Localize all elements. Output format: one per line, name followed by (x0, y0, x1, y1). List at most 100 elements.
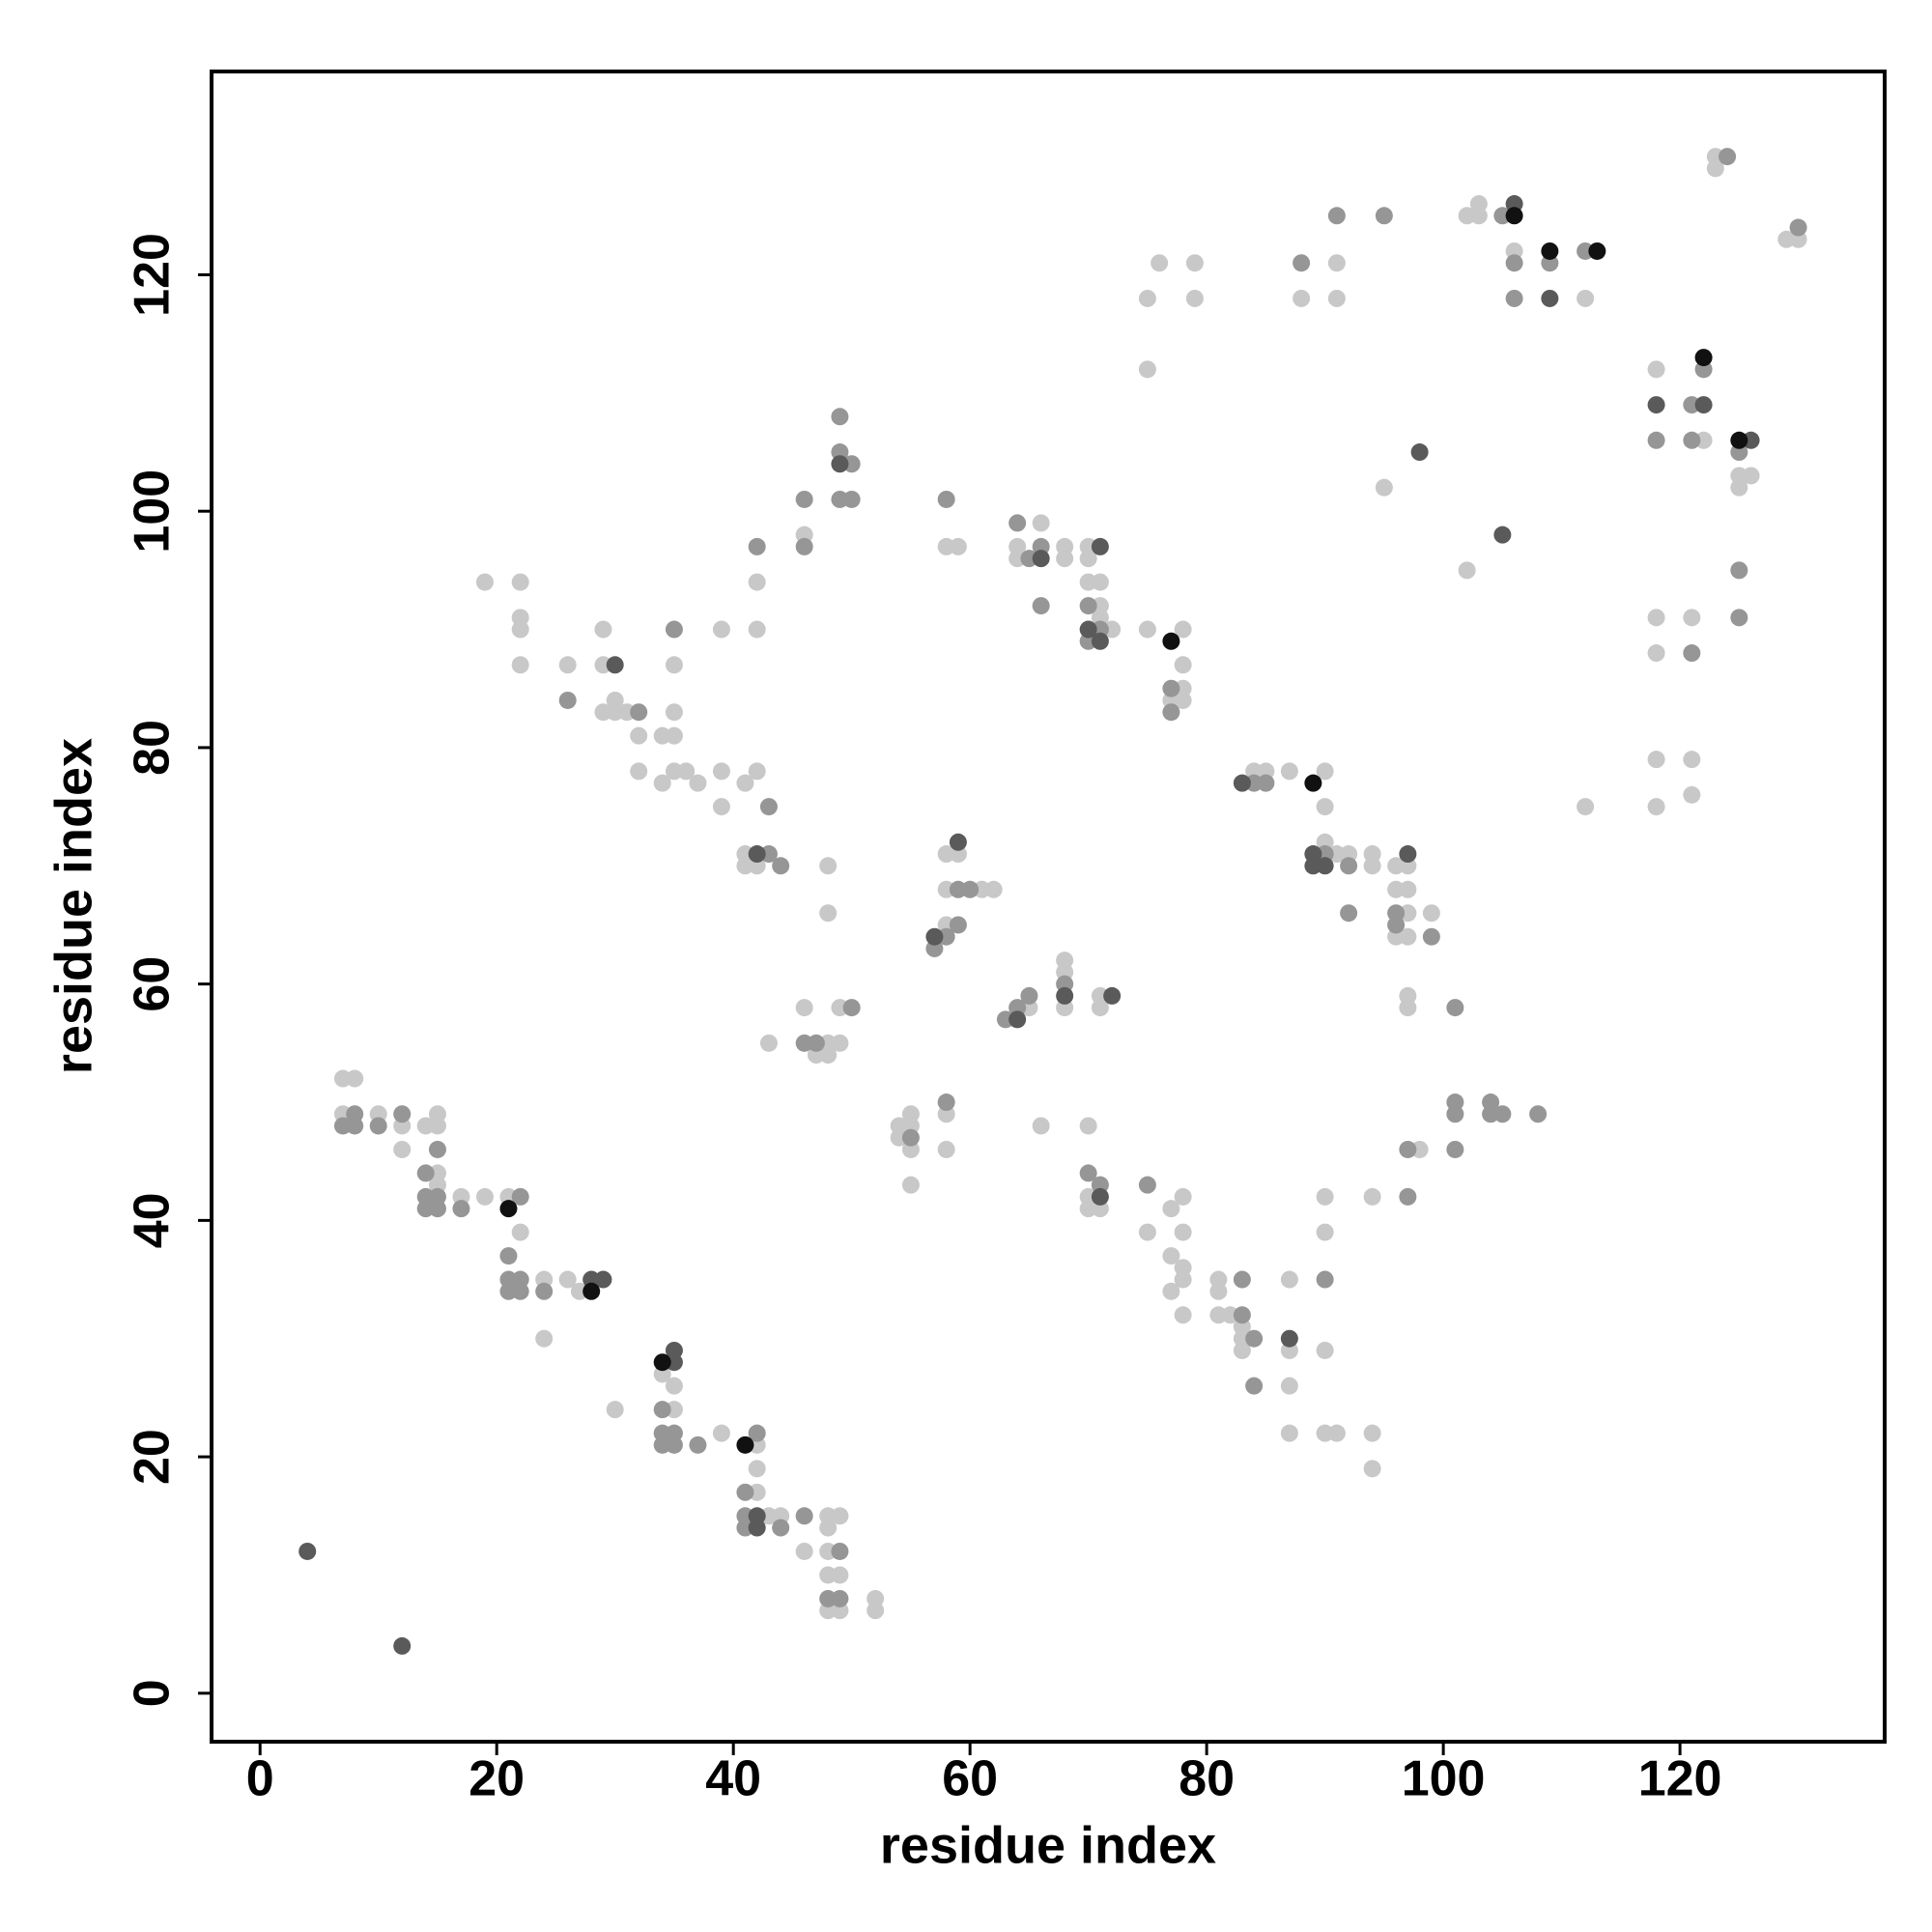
point (831, 1589, 849, 1607)
point (1316, 1270, 1334, 1289)
point (653, 774, 671, 792)
point (1174, 1187, 1192, 1206)
point (1280, 1270, 1298, 1289)
point (1174, 656, 1192, 674)
point (1399, 1140, 1417, 1158)
point (1647, 396, 1665, 414)
x-tick-label: 0 (246, 1751, 274, 1807)
point (1505, 254, 1523, 272)
point (1162, 1247, 1180, 1265)
point (535, 1329, 554, 1348)
point (736, 1435, 754, 1454)
point (1091, 999, 1109, 1017)
y-axis-title: residue index (44, 738, 102, 1074)
point (1020, 986, 1038, 1005)
point (807, 1034, 825, 1052)
point (653, 1401, 671, 1419)
point (1730, 609, 1748, 627)
point (1683, 751, 1701, 769)
point (1174, 1306, 1192, 1324)
point (1647, 609, 1665, 627)
point (1446, 1140, 1464, 1158)
point (712, 798, 730, 816)
point (748, 1460, 766, 1478)
point (1505, 207, 1523, 225)
point (1683, 785, 1701, 804)
point (1340, 904, 1358, 923)
point (393, 1105, 412, 1123)
point (748, 537, 766, 555)
point (1327, 289, 1346, 307)
point (1079, 1117, 1097, 1135)
point (1399, 880, 1417, 898)
point (1316, 1223, 1334, 1241)
point (665, 726, 683, 745)
point (831, 455, 849, 473)
point (748, 1424, 766, 1442)
point (1789, 218, 1807, 237)
point (475, 1187, 494, 1206)
point (1647, 360, 1665, 379)
point (795, 999, 813, 1017)
point (393, 1636, 412, 1655)
point (1280, 762, 1298, 781)
point (558, 691, 577, 709)
point (558, 1270, 577, 1289)
point (511, 1282, 529, 1300)
point (594, 1270, 612, 1289)
point (1446, 999, 1464, 1017)
point (1694, 396, 1713, 414)
point (1293, 289, 1311, 307)
y-tick-label: 20 (125, 1429, 181, 1485)
point (689, 774, 707, 792)
point (1233, 1306, 1251, 1324)
point (511, 1223, 529, 1241)
point (428, 1200, 446, 1218)
point (1541, 242, 1559, 260)
point (1577, 289, 1595, 307)
point (1327, 1424, 1346, 1442)
point (1138, 289, 1156, 307)
point (582, 1282, 601, 1300)
point (1138, 1176, 1156, 1194)
x-tick-label: 40 (705, 1751, 761, 1807)
point (1683, 609, 1701, 627)
point (1162, 1200, 1180, 1218)
point (1422, 904, 1440, 923)
point (949, 833, 967, 851)
point (653, 1353, 671, 1372)
point (1162, 632, 1180, 650)
point (1151, 254, 1169, 272)
point (772, 1519, 790, 1537)
point (511, 1187, 529, 1206)
point (630, 762, 648, 781)
point (949, 537, 967, 555)
point (1079, 597, 1097, 615)
point (1493, 526, 1512, 544)
point (1375, 478, 1393, 497)
point (1185, 289, 1204, 307)
point (1162, 679, 1180, 697)
point (984, 880, 1003, 898)
point (937, 490, 955, 508)
point (1647, 798, 1665, 816)
x-tick-label: 100 (1402, 1751, 1486, 1807)
point (795, 1507, 813, 1525)
point (1410, 443, 1429, 462)
point (346, 1069, 364, 1088)
point (1032, 514, 1050, 532)
point (1647, 644, 1665, 663)
point (1730, 431, 1748, 449)
point (736, 1483, 754, 1501)
point (1399, 927, 1417, 946)
point (831, 408, 849, 426)
point (1742, 467, 1760, 485)
point (819, 1519, 838, 1537)
point (1683, 644, 1701, 663)
point (759, 1034, 778, 1052)
point (1529, 1105, 1548, 1123)
point (1245, 1377, 1264, 1395)
point (1422, 927, 1440, 946)
point (1316, 1341, 1334, 1359)
point (606, 656, 624, 674)
